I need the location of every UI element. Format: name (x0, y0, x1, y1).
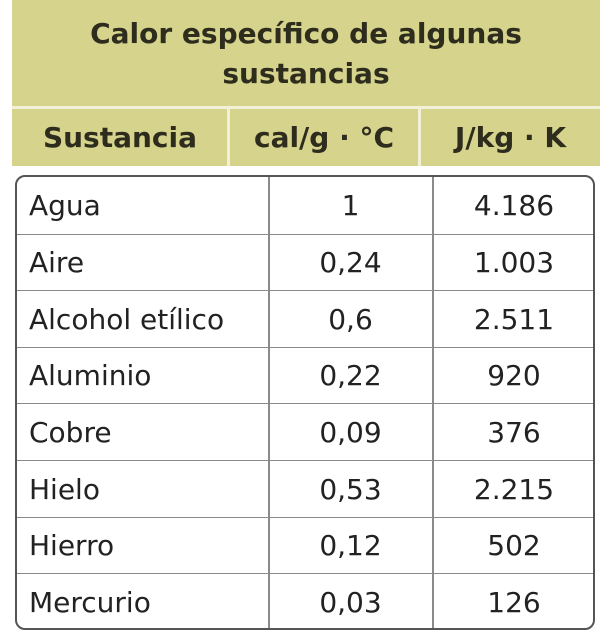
table-title: Calor específico de algunas sustancias (90, 17, 522, 90)
column-separator (227, 109, 230, 166)
table-cell: 2.511 (473, 302, 555, 336)
table-cell: Hierro (29, 529, 115, 563)
table-row: Hielo 0,53 2.215 (17, 460, 593, 517)
table-cell: Aluminio (29, 359, 152, 393)
table-cell: 0,6 (328, 302, 373, 336)
table-row: Aire 0,24 1.003 (17, 233, 593, 291)
table-cell: 0,03 (319, 585, 382, 619)
column-header: J/kg · K (454, 121, 567, 154)
table-cell: 126 (487, 585, 541, 619)
table-cell: 502 (487, 529, 541, 563)
table-cell: 2.215 (473, 472, 555, 506)
table-cell: 0,22 (319, 359, 382, 393)
table-cell: Agua (29, 189, 101, 222)
table-cell: 0,24 (319, 246, 382, 280)
table-row: Cobre 0,09 376 (17, 403, 593, 460)
table-row: Hierro 0,12 502 (17, 516, 593, 574)
column-header: cal/g · °C (253, 121, 395, 154)
table-cell: Cobre (29, 415, 112, 449)
table-cell: 1.003 (473, 246, 555, 280)
table-row: Alcohol etílico 0,6 2.511 (17, 290, 593, 347)
table-row: Aluminio 0,22 920 (17, 346, 593, 404)
table-cell: Hielo (29, 472, 100, 506)
table-row: Agua 1 4.186 (17, 177, 593, 234)
table-cell: 0,12 (319, 529, 382, 563)
table-cell: 0,09 (319, 415, 382, 449)
column-header: Sustancia (42, 121, 198, 154)
column-separator (418, 109, 421, 166)
table-cell: 1 (341, 189, 360, 222)
table-body: Agua 1 4.186 Aire 0,24 1.003 Alcohol etílico 0,… (15, 175, 595, 630)
column-divider (268, 177, 270, 628)
table-row: Mercurio 0,03 126 (17, 573, 593, 628)
table-cell: 4.186 (473, 189, 555, 222)
column-divider (432, 177, 434, 628)
table-cell: 0,53 (319, 472, 382, 506)
header-band (12, 0, 600, 166)
table-cell: 376 (487, 415, 541, 449)
table-cell: Aire (29, 246, 85, 280)
table-cell: 920 (487, 359, 541, 393)
table-cell: Alcohol etílico (29, 302, 225, 336)
table-cell: Mercurio (29, 585, 151, 619)
header-separator (12, 106, 600, 109)
